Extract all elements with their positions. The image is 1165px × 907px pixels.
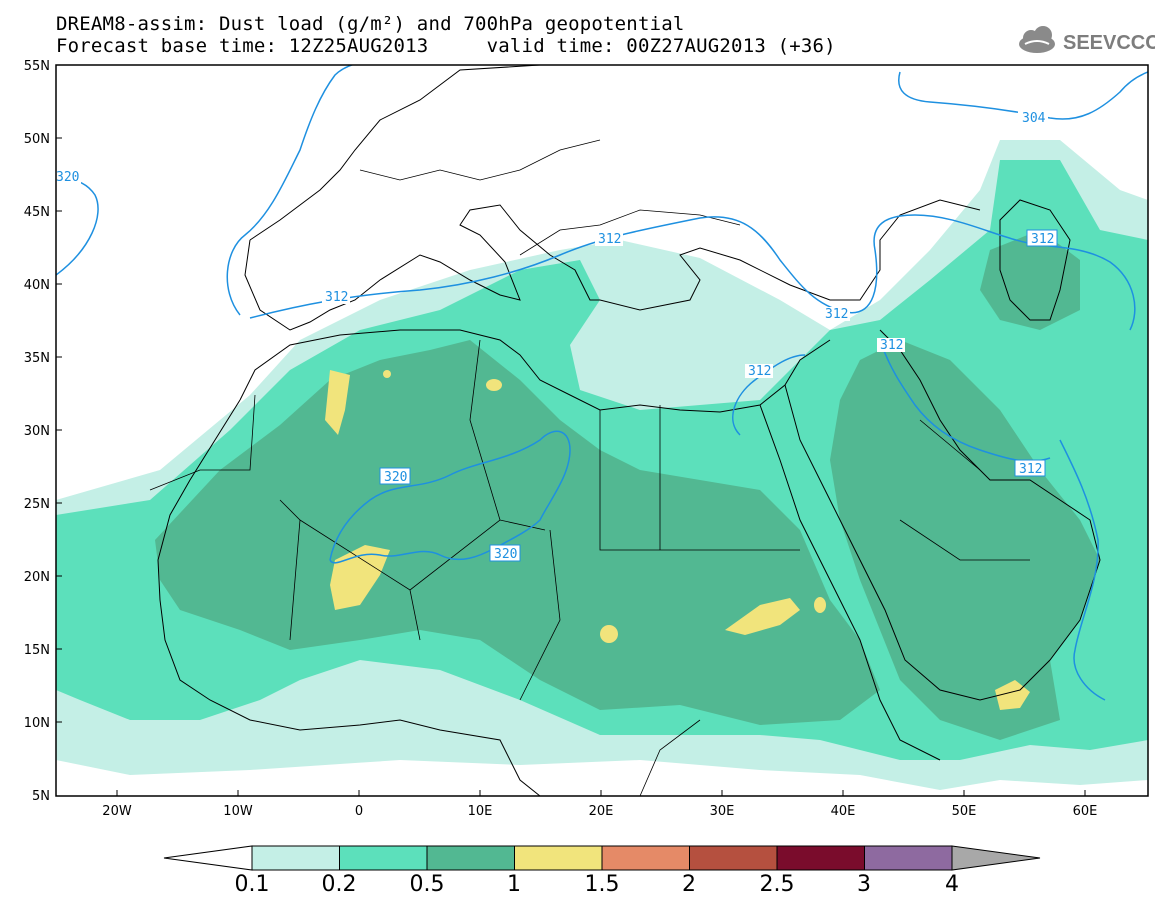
dust-level-1-e — [600, 625, 618, 643]
contour-label: 320 — [494, 547, 517, 562]
coastline-africa-west — [157, 399, 541, 796]
contour-label: 312 — [748, 364, 771, 379]
contour-312-levant — [732, 354, 806, 436]
legend-tick: 0.5 — [409, 872, 445, 897]
colorbar-swatch — [689, 845, 778, 871]
lon-label: 60E — [1073, 804, 1098, 819]
cloud-icon — [1019, 26, 1055, 53]
lat-labels: 55N 50N 45N 40N 35N 30N 25N 20N 15N 10N … — [24, 59, 50, 804]
legend-tick: 0.1 — [234, 872, 270, 897]
colorbar-swatch — [339, 845, 428, 871]
contour-label: 312 — [880, 338, 903, 353]
chart-title: DREAM8-assim: Dust load (g/m²) and 700hP… — [56, 13, 685, 35]
dust-level-1-b — [330, 545, 390, 610]
colorbar-swatch — [251, 845, 340, 871]
seevccc-logo: SEEVCCC — [1019, 26, 1155, 54]
contour-label: 304 — [1022, 111, 1046, 126]
contour-label: 312 — [598, 232, 621, 247]
lat-label: 40N — [24, 278, 50, 293]
lat-label: 30N — [24, 424, 50, 439]
contour-label: 320 — [384, 470, 407, 485]
dust-level-1-g — [383, 370, 391, 378]
contour-312-east — [1059, 439, 1106, 701]
colorbar — [163, 845, 1041, 871]
legend-tick: 0.2 — [321, 872, 357, 897]
contour-label: 312 — [1031, 232, 1054, 247]
colorbar-swatch — [864, 845, 953, 871]
legend-tick: 4 — [945, 872, 959, 897]
contour-labels: 320 312 312 312 312 312 320 312 320 304 … — [53, 111, 1058, 562]
lat-label: 25N — [24, 497, 50, 512]
dust-level-1-f — [486, 379, 502, 391]
dust-level-1-c — [725, 598, 800, 635]
lon-labels: 20W 10W 0 10E 20E 30E 40E 50E 60E — [102, 804, 1097, 819]
colorbar-high-arrow — [951, 845, 1041, 871]
coastlines-and-borders — [149, 65, 1101, 796]
coastline-europe — [244, 65, 981, 331]
coastline-red-sea — [759, 329, 1101, 761]
coastline-caspian — [999, 199, 1071, 321]
lat-label: 10N — [24, 716, 50, 731]
contour-312-europe — [226, 65, 354, 316]
lon-label: 50E — [952, 804, 977, 819]
lon-label: 0 — [355, 804, 363, 819]
lat-label: 35N — [24, 351, 50, 366]
legend-tick: 2.5 — [759, 872, 795, 897]
logo-text: SEEVCCC — [1063, 32, 1155, 54]
colorbar-swatch — [776, 845, 865, 871]
colorbar-swatch — [514, 845, 603, 871]
lat-label: 20N — [24, 570, 50, 585]
contour-320-west — [56, 178, 99, 276]
contour-320-sahara — [329, 430, 571, 564]
dust-level-1-h — [814, 597, 826, 613]
dust-level-1-a — [325, 370, 350, 435]
lat-label: 55N — [24, 59, 50, 74]
contour-label: 312 — [325, 290, 348, 305]
colorbar-swatch — [601, 845, 690, 871]
graticule — [56, 137, 1086, 796]
lat-label: 45N — [24, 205, 50, 220]
colorbar-swatch — [426, 845, 515, 871]
legend-tick: 2 — [682, 872, 696, 897]
legend-tick: 1 — [507, 872, 521, 897]
contour-label: 312 — [1019, 462, 1042, 477]
lon-label: 10W — [223, 804, 253, 819]
contour-label: 312 — [825, 307, 848, 322]
legend-tick: 1.5 — [584, 872, 620, 897]
lat-label: 50N — [24, 132, 50, 147]
country-borders — [149, 139, 1030, 796]
lon-label: 10E — [468, 804, 493, 819]
lon-label: 20W — [102, 804, 132, 819]
legend-tick: 3 — [857, 872, 871, 897]
lon-label: 40E — [831, 804, 856, 819]
contour-label: 320 — [56, 170, 79, 185]
lon-label: 20E — [589, 804, 614, 819]
lat-label: 5N — [32, 789, 50, 804]
coastline-africa-north — [239, 329, 831, 413]
dust-level-1-d — [995, 680, 1030, 710]
dust-level-0.5-west — [155, 340, 880, 725]
colorbar-low-arrow — [163, 845, 253, 871]
lon-label: 30E — [710, 804, 735, 819]
chart-subtitle: Forecast base time: 12Z25AUG2013 valid t… — [56, 35, 836, 57]
contour-304-north — [898, 71, 1148, 120]
lat-label: 15N — [24, 643, 50, 658]
